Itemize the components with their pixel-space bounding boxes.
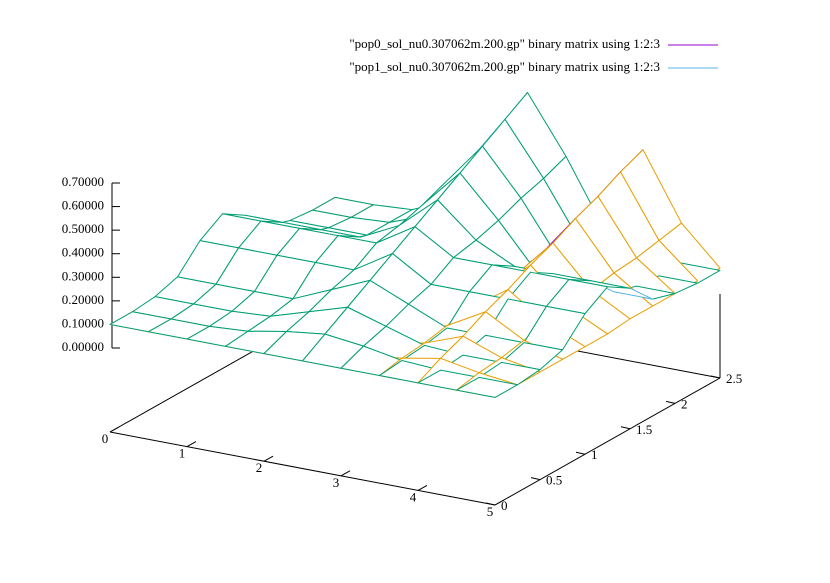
y-tick [485, 502, 496, 506]
x-tick [494, 499, 505, 506]
x-tick [340, 470, 351, 477]
y-tick-label: 0.5 [546, 473, 562, 488]
y-tick [530, 477, 541, 481]
y-axis [494, 377, 721, 506]
x-tick-label: 3 [333, 475, 340, 490]
z-tick-label: 0.20000 [62, 292, 104, 307]
x-tick [186, 441, 197, 448]
y-tick-label: 1 [591, 447, 598, 462]
x-tick-label: 1 [179, 446, 186, 461]
y-tick-label: 1.5 [636, 422, 652, 437]
z-tick-label: 0.70000 [62, 174, 104, 189]
legend-label: "pop1_sol_nu0.307062m.200.gp" binary mat… [349, 59, 660, 74]
x-tick-label: 2 [256, 460, 263, 475]
z-tick-label: 0.50000 [62, 221, 104, 236]
y-tick [665, 400, 676, 404]
x-axis [109, 431, 496, 506]
legend-label: "pop0_sol_nu0.307062m.200.gp" binary mat… [349, 36, 660, 51]
y-tick-label: 0 [501, 498, 508, 513]
y-tick [710, 375, 721, 379]
y-tick [575, 451, 586, 455]
surface-cell [456, 376, 518, 398]
y-tick [620, 426, 631, 430]
x-tick-label: 0 [102, 431, 109, 446]
x-tick-label: 5 [487, 504, 494, 519]
x-tick [417, 484, 428, 491]
z-tick-label: 0.00000 [62, 339, 104, 354]
y-tick-label: 2 [681, 396, 688, 411]
z-tick-label: 0.30000 [62, 268, 104, 283]
x-tick [263, 455, 274, 462]
x-tick [109, 426, 120, 433]
z-tick-label: 0.10000 [62, 315, 104, 330]
z-tick-label: 0.40000 [62, 245, 104, 260]
z-tick-label: 0.60000 [62, 198, 104, 213]
x-tick-label: 4 [410, 489, 417, 504]
y-tick-label: 2.5 [726, 371, 742, 386]
